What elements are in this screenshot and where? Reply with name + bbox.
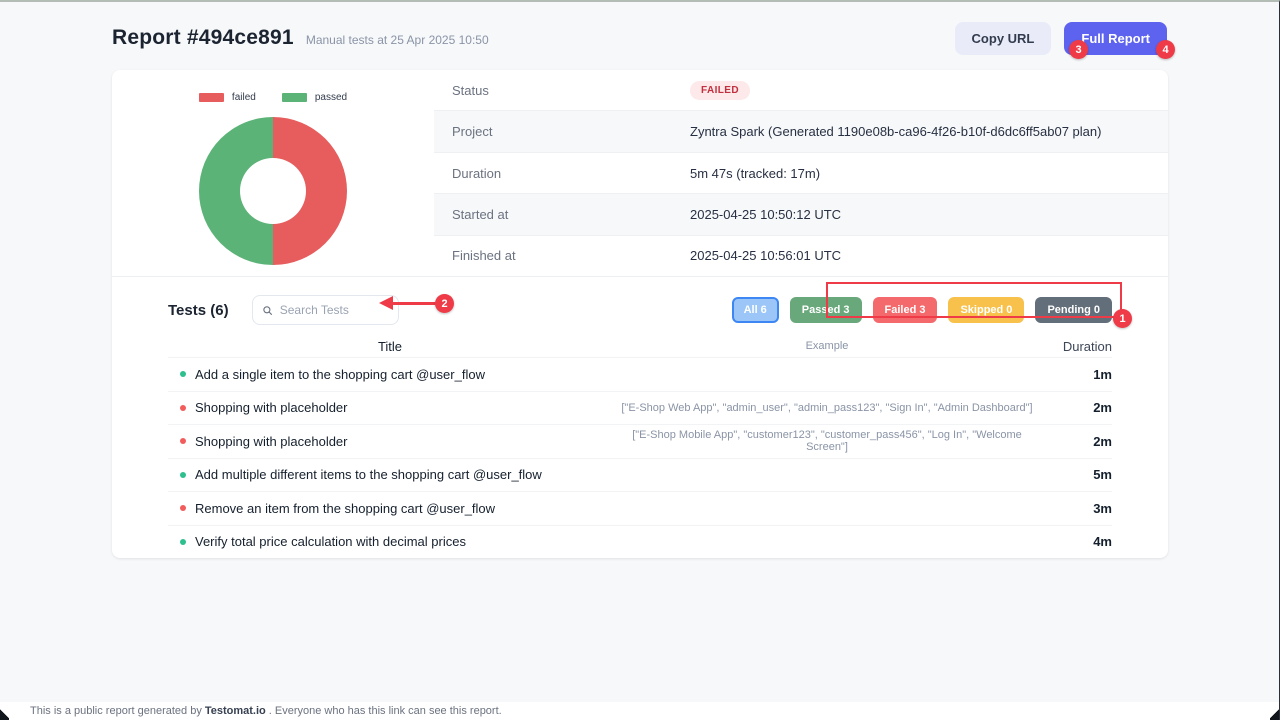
status-dot-icon [180, 404, 186, 411]
table-row[interactable]: Add a single item to the shopping cart @… [168, 357, 1112, 391]
table-row[interactable]: Shopping with placeholder ["E-Shop Mobil… [168, 424, 1112, 458]
chart-legend: failed passed [198, 92, 348, 103]
page-title: Report #494ce891 [112, 26, 294, 49]
report-card: failed passed Status FAILED Project Zynt… [112, 70, 1168, 558]
search-icon [262, 305, 272, 315]
filter-pending-button[interactable]: Pending 0 [1035, 297, 1112, 323]
filter-failed-button[interactable]: Failed 3 [872, 297, 938, 323]
copy-url-button[interactable]: Copy URL [954, 21, 1052, 55]
footer: This is a public report generated by Tes… [0, 702, 1279, 720]
test-title: Remove an item from the shopping cart @u… [195, 500, 496, 516]
footer-text: This is a public report generated by [30, 705, 202, 717]
test-example: ["E-Shop Web App", "admin_user", "admin_… [621, 401, 1033, 414]
table-row[interactable]: Remove an item from the shopping cart @u… [168, 491, 1112, 525]
filter-passed-button[interactable]: Passed 3 [789, 297, 862, 323]
summary-row-started: Started at 2025-04-25 10:50:12 UTC [434, 193, 1168, 235]
legend-label: failed [231, 92, 256, 103]
footer-text: . Everyone who has this link can see thi… [268, 705, 502, 717]
summary-section: failed passed Status FAILED Project Zynt… [112, 70, 1168, 277]
legend-item-passed: passed [281, 92, 348, 103]
test-duration: 2m [1093, 400, 1112, 416]
table-row[interactable]: Add multiple different items to the shop… [168, 457, 1112, 492]
header-actions: Copy URL Full Report [954, 21, 1167, 55]
window-corner-right [1270, 707, 1279, 720]
status-dot-icon [180, 438, 186, 445]
legend-label: passed [314, 92, 348, 103]
summary-label: Duration [452, 165, 502, 181]
summary-row-status: Status FAILED [434, 70, 1168, 110]
tests-table-header: Title Example Duration [168, 335, 1112, 357]
test-title: Shopping with placeholder [195, 433, 348, 449]
summary-value: Zyntra Spark (Generated 1190e08b-ca96-4f… [690, 124, 1102, 140]
footer-brand: Testomat.io [204, 705, 266, 717]
summary-label: Started at [452, 206, 509, 222]
status-badge: FAILED [690, 80, 750, 100]
summary-value: 2025-04-25 10:50:12 UTC [690, 206, 842, 222]
tests-toolbar: Tests (6) All 6 Passed 3 Failed 3 Skippe… [112, 287, 1168, 333]
summary-row-finished: Finished at 2025-04-25 10:56:01 UTC [434, 234, 1168, 276]
results-donut-chart [199, 117, 347, 265]
table-row[interactable]: Verify total price calculation with deci… [168, 524, 1112, 559]
status-dot-icon [180, 538, 186, 545]
summary-table: Status FAILED Project Zyntra Spark (Gene… [434, 70, 1168, 276]
summary-label: Status [452, 82, 489, 98]
test-title: Shopping with placeholder [195, 400, 348, 416]
table-row[interactable]: Shopping with placeholder ["E-Shop Web A… [168, 390, 1112, 425]
test-title: Add a single item to the shopping cart @… [195, 366, 485, 382]
test-title: Verify total price calculation with deci… [195, 534, 466, 550]
test-duration: 2m [1093, 433, 1112, 449]
status-dot-icon [180, 471, 186, 478]
window-corner-left [0, 707, 9, 720]
report-header: Report #494ce891 Manual tests at 25 Apr … [112, 18, 1167, 58]
column-header-title: Title [377, 338, 403, 354]
test-duration: 1m [1093, 366, 1112, 382]
test-duration: 5m [1093, 467, 1112, 483]
test-example: ["E-Shop Mobile App", "customer123", "cu… [632, 429, 1022, 454]
results-chart-panel: failed passed [112, 70, 434, 276]
tests-heading: Tests (6) [168, 301, 229, 319]
legend-item-failed: failed [198, 92, 256, 103]
status-dot-icon [180, 505, 186, 512]
test-duration: 3m [1093, 500, 1112, 516]
column-header-example: Example [805, 340, 849, 352]
filter-all-button[interactable]: All 6 [731, 297, 779, 323]
summary-value: 2025-04-25 10:56:01 UTC [690, 248, 842, 264]
summary-value: 5m 47s (tracked: 17m) [690, 165, 821, 181]
summary-label: Project [452, 124, 493, 140]
test-duration: 4m [1093, 534, 1112, 550]
passed-swatch-icon [281, 93, 307, 102]
search-tests-box[interactable] [251, 295, 399, 325]
summary-row-project: Project Zyntra Spark (Generated 1190e08b… [434, 110, 1168, 152]
search-tests-input[interactable] [279, 303, 389, 317]
tests-table: Title Example Duration Add a single item… [168, 335, 1112, 558]
summary-row-duration: Duration 5m 47s (tracked: 17m) [434, 151, 1168, 193]
filter-buttons: All 6 Passed 3 Failed 3 Skipped 0 Pendin… [731, 297, 1112, 323]
page-subtitle: Manual tests at 25 Apr 2025 10:50 [305, 33, 489, 47]
summary-label: Finished at [452, 248, 516, 264]
failed-swatch-icon [198, 93, 224, 102]
filter-skipped-button[interactable]: Skipped 0 [948, 297, 1025, 323]
status-dot-icon [180, 371, 186, 378]
test-title: Add multiple different items to the shop… [195, 467, 542, 483]
column-header-duration: Duration [1062, 338, 1112, 354]
full-report-button[interactable]: Full Report [1064, 21, 1167, 55]
